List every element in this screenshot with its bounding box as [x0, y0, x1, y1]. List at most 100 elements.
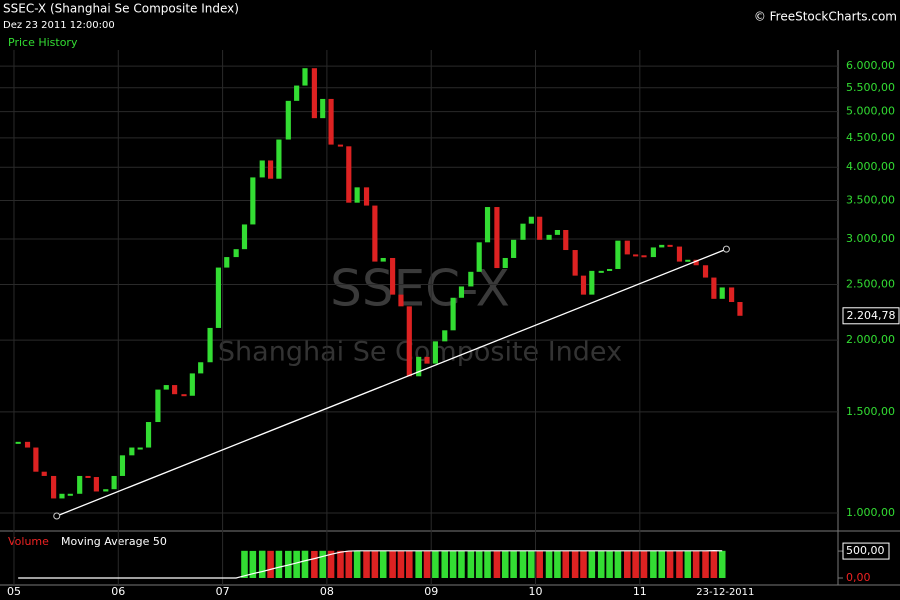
price-bar [494, 207, 500, 269]
copyright: © FreeStockCharts.com [754, 10, 897, 24]
price-bar [59, 493, 65, 499]
volume-bar [293, 550, 300, 578]
volume-bar [571, 550, 579, 578]
trendline-handle [722, 245, 730, 253]
price-bar [380, 257, 386, 262]
price-bar [693, 259, 699, 266]
price-bar [215, 267, 221, 328]
price-bar [641, 255, 647, 258]
y-tick-label: 4.500,00 [846, 131, 895, 144]
volume-bar [519, 550, 527, 578]
x-tick-label: 06 [111, 585, 125, 598]
volume-bar [371, 550, 379, 578]
price-bar [233, 249, 239, 258]
price-bar [294, 85, 300, 101]
price-bar [145, 422, 152, 448]
volume-bar [327, 550, 335, 578]
price-bar [685, 259, 691, 262]
price-bar [103, 489, 109, 492]
volume-bar [588, 550, 596, 578]
price-bar [302, 68, 308, 86]
price-bar [589, 270, 595, 295]
price-bar [520, 223, 526, 240]
y-tick-label: 5.500,00 [846, 81, 895, 94]
y-tick-label: 3.000,00 [846, 232, 895, 245]
price-bar [476, 242, 482, 272]
volume-bar [415, 550, 422, 578]
volume-bar [536, 550, 543, 578]
volume-bar [311, 550, 318, 578]
price-bar [667, 244, 673, 247]
volume-bar [406, 550, 413, 578]
volume-bar [658, 550, 666, 578]
volume-bar [710, 550, 718, 578]
price-bar [719, 287, 725, 299]
y-tick-label: 1.500,00 [846, 405, 895, 418]
price-bar [580, 275, 587, 295]
price-bar [250, 177, 256, 225]
price-bar [458, 286, 465, 298]
price-bar [737, 302, 743, 316]
volume-bar [692, 550, 700, 578]
volume-bar [345, 550, 353, 578]
price-bar [259, 160, 265, 178]
volume-bar [397, 550, 405, 578]
price-bar [155, 389, 161, 423]
volume-bar [650, 550, 657, 578]
volume-bar [363, 550, 370, 578]
price-bar [85, 475, 91, 478]
price-bar [337, 144, 344, 147]
price-bar [129, 447, 135, 456]
volume-bar [718, 550, 726, 578]
price-bar [650, 247, 656, 258]
price-bar [267, 160, 274, 179]
price-bar [624, 240, 630, 255]
volume-bar [493, 550, 501, 578]
price-bar [563, 229, 569, 251]
volume-title: Volume [8, 535, 49, 548]
volume-bar [337, 550, 344, 578]
volume-bar [353, 550, 361, 578]
volume-bar [676, 550, 683, 578]
volume-bar [467, 550, 475, 578]
tick-box [842, 542, 890, 560]
price-bar [598, 270, 604, 273]
y-tick-label: 4.000,00 [846, 160, 895, 173]
price-bar [33, 447, 39, 472]
x-tick-label: 07 [216, 585, 230, 598]
volume-bar [606, 550, 613, 578]
price-bar [354, 187, 360, 203]
datetime: Dez 23 2011 12:00:00 [3, 20, 115, 31]
price-bar [41, 471, 47, 476]
price-bar [511, 239, 517, 258]
volume-bar [614, 550, 622, 578]
price-bar [390, 257, 396, 295]
price-bar [406, 306, 412, 377]
price-bar [537, 216, 543, 240]
price-bar [207, 327, 213, 363]
volume-bar [241, 550, 248, 578]
volume-bar [597, 550, 605, 578]
y-tick-label: 500,00 [846, 544, 885, 557]
price-bar [432, 341, 438, 364]
watermark: SSEC-X [330, 260, 510, 318]
x-tick-label: 11 [633, 585, 647, 598]
price-bar [15, 441, 21, 444]
price-bar [398, 294, 404, 307]
price-bar [702, 265, 709, 278]
volume-bar [510, 550, 517, 578]
panel-title: Price History [8, 36, 78, 49]
price-bar [615, 240, 621, 269]
price-bar [51, 475, 57, 499]
y-tick-label: 3.500,00 [846, 194, 895, 207]
price-bar [137, 447, 143, 450]
y-tick-label: 6.000,00 [846, 59, 895, 72]
price-bar [67, 493, 73, 496]
trendline [56, 248, 727, 517]
trendline-handle [53, 512, 61, 520]
price-bar [450, 297, 456, 331]
x-tick-label: 09 [424, 585, 438, 598]
price-bar [93, 477, 99, 492]
volume-bar [423, 550, 431, 578]
